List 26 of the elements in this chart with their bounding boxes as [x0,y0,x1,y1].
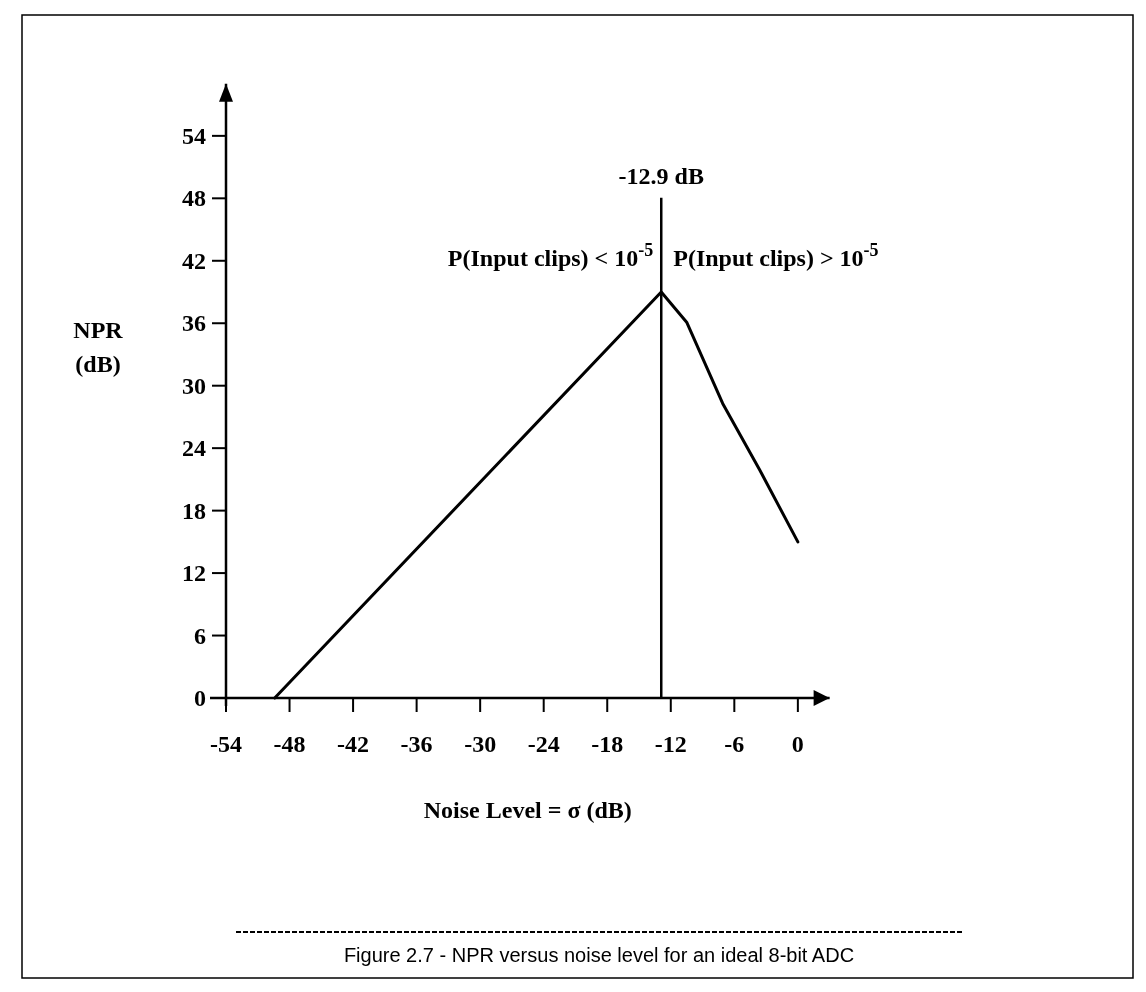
y-tick-label: 30 [182,372,206,399]
x-tick-label: -30 [464,731,497,757]
x-tick-label: -24 [527,731,560,757]
annotation: P(Input clips) > 10$^{-5}$ [673,239,879,271]
annotation: P(Input clips) < 10$^{-5}$ [447,239,654,271]
x-tick-label: -12 [654,731,687,757]
y-tick-label: 42 [182,247,206,274]
x-tick-label: -36 [400,731,433,757]
y-tick-label: 36 [182,310,206,337]
y-tick-label: 54 [182,122,206,149]
x-tick-label: -48 [273,731,306,757]
y-tick-label: 24 [182,435,206,462]
y-tick-label: 48 [182,185,206,212]
y-tick-label: 12 [182,560,206,587]
y-axis-title: NPR (dB) [73,317,124,377]
x-axis-title: Noise Level = σ (dB) [423,797,632,823]
y-tick-label: 18 [182,497,206,524]
x-tick-label: -54 [210,731,242,757]
x-tick-label: -42 [337,731,370,757]
y-tick-label: 0 [194,685,206,711]
x-tick-label: 0 [791,731,804,757]
ref-line-label: -12.9 dB [618,162,704,189]
caption: Figure 2.7 - NPR versus noise level for an ideal 8-bit ADC [343,944,855,966]
x-tick-label: -6 [724,731,745,757]
y-tick-label: 6 [194,622,206,649]
x-tick-label: -18 [591,731,624,757]
